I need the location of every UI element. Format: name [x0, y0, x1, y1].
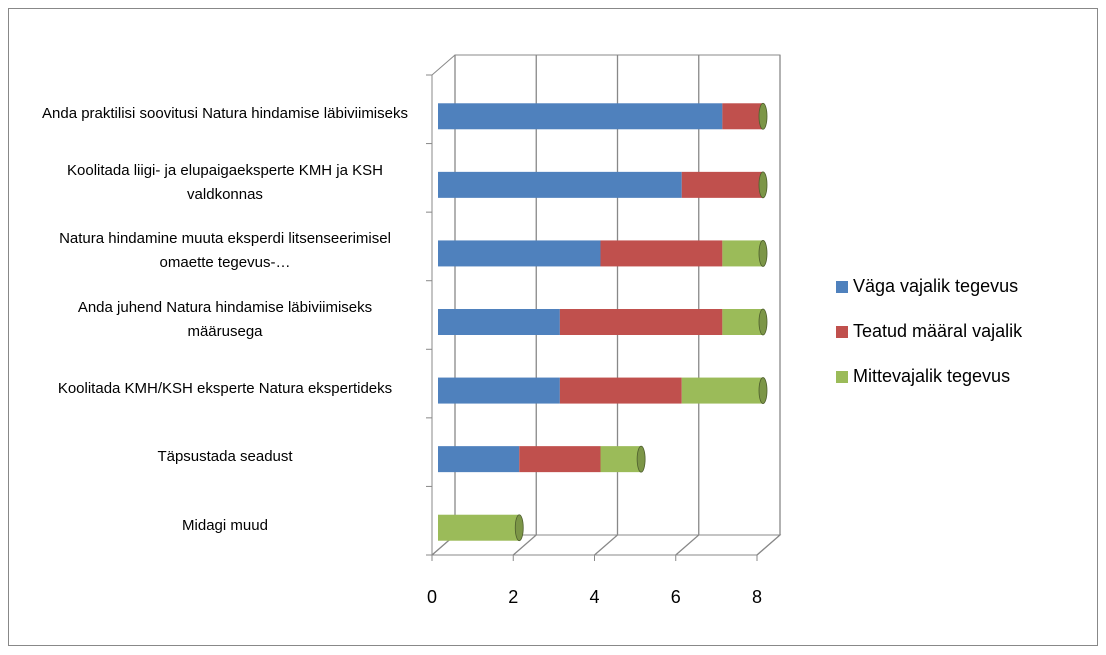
legend-label: Teatud määral vajalik	[853, 321, 1023, 341]
bar-segment	[438, 103, 723, 130]
bar-cap	[514, 514, 524, 542]
bar-segment	[681, 377, 763, 404]
bar-segment	[722, 309, 763, 335]
x-tick-label: 6	[671, 587, 681, 607]
legend-swatch	[836, 326, 848, 338]
y-tick-label: Natura hindamine muuta eksperdi litsense…	[59, 230, 391, 272]
bar-segment	[438, 240, 601, 267]
x-tick-label: 4	[589, 587, 599, 607]
bar-segment	[722, 240, 763, 267]
bar-cap	[758, 240, 768, 267]
y-tick-label: Koolitada KMH/KSH eksperte Natura eksper…	[57, 379, 393, 397]
bar-cap	[758, 171, 768, 199]
bar-segment	[438, 446, 520, 473]
y-tick-label: Täpsustada seadust	[157, 448, 293, 466]
grid-line	[512, 55, 537, 556]
bar-cap	[758, 377, 768, 404]
bar-segment	[722, 103, 763, 130]
bar-segment	[559, 377, 682, 404]
bar-segment	[438, 171, 682, 198]
legend-swatch	[836, 371, 848, 383]
legend-label: Mittevajalik tegevus	[853, 366, 1010, 386]
y-tick-label: Midagi muud	[182, 516, 268, 534]
bar-segment	[438, 309, 560, 335]
y-tick-label: Koolitada liigi- ja elupaigaeksperte KMH…	[67, 161, 383, 203]
side-wall-edge	[431, 54, 456, 76]
legend-label: Väga vajalik tegevus	[853, 276, 1018, 296]
bar-cap	[636, 445, 646, 473]
bar-segment	[438, 514, 520, 541]
y-tick-label: Anda praktilisi soovitusi Natura hindami…	[42, 105, 408, 123]
bar-segment	[600, 446, 642, 473]
x-tick-label: 2	[508, 587, 518, 607]
grid-line	[675, 55, 700, 556]
bar-cap	[758, 102, 768, 130]
bar-segment	[559, 309, 723, 335]
bar-segment	[681, 171, 763, 198]
x-tick-label: 8	[752, 587, 762, 607]
x-tick-label: 0	[427, 587, 437, 607]
grid-line	[756, 55, 781, 556]
grid-line	[594, 55, 619, 556]
bar-segment	[519, 446, 601, 473]
bar-segment	[600, 240, 723, 267]
legend-swatch	[836, 281, 848, 293]
bar-cap	[758, 308, 768, 336]
y-tick-label: Anda juhend Natura hindamise läbiviimise…	[77, 299, 373, 340]
bar-segment	[438, 377, 560, 404]
